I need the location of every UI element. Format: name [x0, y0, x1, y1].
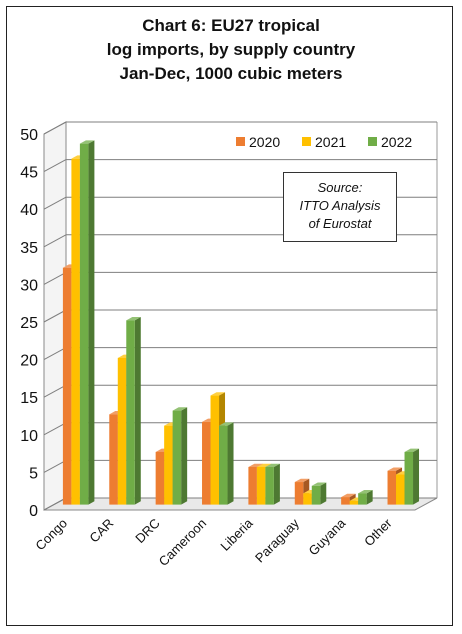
source-line-3: of Eurostat: [308, 216, 372, 231]
gridline-side: [43, 384, 67, 398]
bar-top: [172, 407, 188, 411]
bar-side: [320, 482, 327, 505]
bar: [404, 451, 414, 505]
bar-top: [79, 140, 95, 144]
gridline-side: [43, 196, 67, 210]
chart-title-line-1: Chart 6: EU27 tropical: [142, 16, 320, 35]
legend-label: 2022: [381, 134, 412, 150]
gridline-side: [43, 121, 67, 135]
bar: [387, 470, 397, 505]
gridline-side: [43, 271, 67, 285]
bar: [311, 485, 321, 505]
gridline-side: [43, 422, 67, 436]
legend: 2020 2021 2022: [236, 134, 412, 150]
bar-top: [265, 463, 280, 467]
bar: [117, 357, 127, 505]
bar: [256, 467, 266, 505]
gridline-side: [43, 159, 67, 173]
legend-swatch: [368, 137, 377, 146]
x-category-label: Liberia: [217, 515, 256, 554]
bar: [109, 414, 118, 505]
bar-side: [413, 448, 420, 505]
bar: [79, 143, 89, 505]
x-category-label: Other: [361, 515, 395, 549]
bar: [62, 267, 72, 505]
bar-side: [181, 407, 188, 505]
y-tick-label: 0: [29, 503, 38, 520]
bar: [265, 467, 274, 505]
bar-top: [256, 463, 272, 467]
x-category-label: CAR: [86, 516, 116, 546]
y-tick-label: 25: [20, 315, 38, 332]
bar: [126, 320, 135, 505]
floor: [43, 497, 438, 511]
y-tick-label: 35: [20, 240, 38, 257]
bar: [155, 451, 165, 505]
bar: [396, 474, 405, 505]
bar-top: [210, 392, 226, 396]
legend-swatch: [236, 137, 245, 146]
legend-swatch: [302, 137, 311, 146]
bar-side: [134, 317, 141, 505]
y-tick-label: 10: [20, 428, 38, 445]
bars: [62, 140, 420, 505]
bar: [219, 425, 228, 505]
bar: [71, 158, 80, 505]
bar-top: [126, 317, 141, 321]
bar-top: [341, 493, 356, 498]
y-tick-label: 45: [20, 165, 38, 182]
bar: [164, 425, 173, 505]
gridline-side: [43, 347, 67, 361]
x-category-label: DRC: [132, 516, 163, 547]
legend-label: 2020: [249, 134, 280, 150]
bar: [248, 467, 257, 505]
bar-top: [219, 422, 234, 426]
bar: [341, 497, 350, 505]
y-axis-ticks: 0 5 10 15 20 25 30 35 40 45 50: [20, 127, 38, 520]
source-note: Source: ITTO Analysis of Eurostat: [283, 172, 397, 242]
source-line-2: ITTO Analysis: [299, 198, 381, 213]
gridline-side: [43, 459, 67, 473]
chart-title-line-2: log imports, by supply country: [106, 40, 356, 59]
bar-side: [227, 422, 234, 505]
bar-side: [366, 490, 373, 505]
bar-top: [311, 482, 327, 486]
gridline-side: [43, 497, 67, 511]
y-tick-label: 20: [20, 353, 38, 370]
bar: [358, 493, 367, 505]
bar: [294, 482, 304, 505]
source-line-1: Source:: [317, 180, 363, 195]
x-category-label: Guyana: [306, 515, 349, 558]
y-tick-label: 40: [20, 202, 38, 219]
y-tick-label: 5: [29, 465, 38, 482]
bar-top: [248, 463, 263, 467]
x-category-label: Cameroon: [156, 516, 210, 570]
bar-top: [358, 490, 373, 494]
bar: [303, 493, 312, 505]
bar-top: [404, 448, 420, 452]
chart-title-line-3: Jan-Dec, 1000 cubic meters: [119, 64, 343, 83]
bar-top: [294, 478, 310, 483]
gridline-side: [43, 309, 67, 323]
x-category-label: Congo: [32, 516, 70, 554]
y-tick-label: 30: [20, 277, 38, 294]
bar: [202, 421, 211, 505]
legend-label: 2021: [315, 134, 346, 150]
bar: [210, 395, 220, 505]
bar-side: [88, 140, 95, 505]
chart-title: Chart 6: EU27 tropical log imports, by s…: [0, 14, 462, 86]
bar: [349, 500, 359, 505]
y-tick-label: 50: [20, 127, 38, 144]
y-tick-label: 15: [20, 390, 38, 407]
x-category-label: Paraguay: [252, 515, 302, 565]
bar: [172, 410, 182, 505]
bar-side: [273, 463, 280, 505]
gridline-side: [43, 234, 67, 248]
bar-top: [387, 467, 403, 471]
